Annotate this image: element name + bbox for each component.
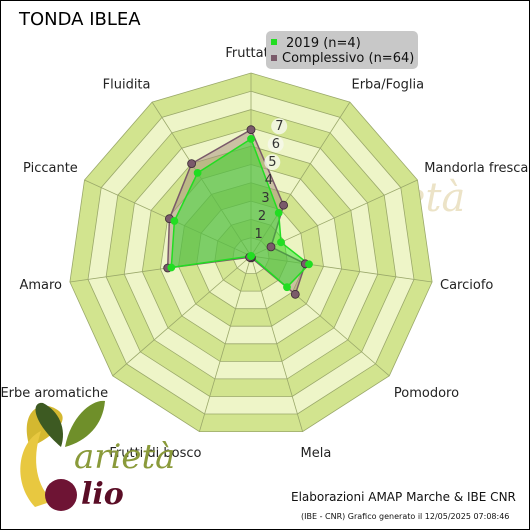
point-complessivo-pomodoro — [290, 289, 300, 299]
tick-bg-5 — [264, 154, 281, 171]
tick-label-1: 1 — [255, 227, 263, 242]
tick-bg-7 — [271, 118, 288, 135]
category-label-carciofo: Carciofo — [440, 278, 493, 293]
point-complessivo-erba-foglia — [279, 200, 289, 210]
legend-label-complessivo: Complessivo (n=64) — [282, 51, 414, 66]
point-complessivo-mandorla-fresca — [266, 242, 276, 252]
category-label-frutti-di-bosco: Frutti di bosco — [109, 446, 201, 461]
radar-spoke-mela — [250, 255, 303, 432]
logo-swash — [20, 431, 53, 507]
tick-label-3: 3 — [261, 191, 269, 206]
logo-leaf-dark — [35, 402, 63, 447]
point-2019-fruttato — [247, 134, 255, 143]
tick-label-7: 7 — [275, 119, 283, 134]
category-label-mela: Mela — [301, 446, 332, 461]
point-2019-piccante — [170, 217, 179, 225]
category-label-piccante: Piccante — [23, 161, 78, 176]
tick-label-5: 5 — [268, 155, 276, 170]
logo-word-olio: lio — [81, 477, 124, 512]
point-2019-mandorla-fresca — [277, 238, 285, 247]
point-2019-fluidita — [193, 168, 202, 177]
varieta-olio-logo: arietà lio — [20, 400, 175, 512]
point-2019-pomodoro — [283, 283, 291, 292]
category-label-mandorla-fresca: Mandorla fresca — [424, 161, 528, 176]
point-complessivo-fluidita — [187, 159, 197, 169]
category-label-fruttato: Fruttato — [225, 46, 276, 61]
tick-label-2: 2 — [258, 209, 266, 224]
point-2019-carciofo — [305, 260, 313, 269]
radial-tick-labels: 1 2 3 4 5 6 7 — [255, 118, 288, 242]
footer-credit: Elaborazioni AMAP Marche & IBE CNR — [291, 490, 516, 504]
point-2019-erbe-aromatiche — [247, 252, 255, 260]
logo-leaf-green — [65, 400, 105, 447]
radar-spoke-erbe-aromatiche — [112, 255, 252, 377]
logo-word-varieta: arietà — [74, 437, 175, 477]
radar-spoke-frutti-di-bosco — [199, 255, 252, 432]
legend-box — [266, 31, 418, 69]
legend-swatch-complessivo — [271, 55, 277, 61]
logo-olive — [45, 479, 77, 511]
chart-title: TONDA IBLEA — [18, 9, 141, 30]
category-label-erbe-aromatiche: Erbe aromatiche — [1, 386, 108, 401]
legend: 2019 (n=4) Complessivo (n=64) — [266, 31, 418, 69]
category-labels: Fruttato Erba/Foglia Mandorla fresca Carcio… — [1, 46, 528, 461]
category-label-erba-foglia: Erba/Foglia — [352, 77, 425, 92]
point-complessivo-fruttato — [246, 125, 256, 135]
tick-label-6: 6 — [272, 137, 280, 152]
tick-bg-6 — [267, 136, 284, 153]
radar-series — [163, 125, 313, 299]
point-2019-erba-foglia — [274, 208, 283, 217]
tick-label-4: 4 — [265, 173, 273, 188]
legend-swatch-2019 — [271, 39, 277, 45]
footer-generated: (IBE - CNR) Grafico generato il 12/05/20… — [301, 512, 509, 521]
category-label-pomodoro: Pomodoro — [394, 386, 459, 401]
series-area-2019 — [170, 137, 311, 289]
point-2019-amaro — [167, 263, 176, 272]
category-label-fluidita: Fluidita — [103, 77, 151, 92]
category-label-amaro: Amaro — [19, 278, 62, 293]
legend-label-2019: 2019 (n=4) — [286, 36, 361, 51]
